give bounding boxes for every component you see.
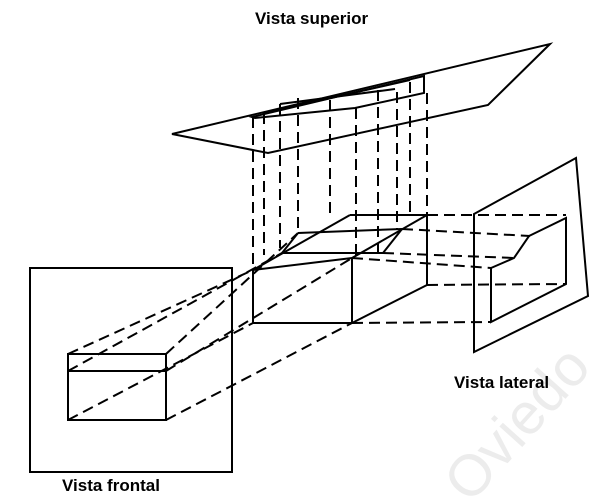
top-projection-plane (171, 42, 554, 155)
front-projection-plane (29, 267, 233, 473)
side-view-outline (490, 216, 567, 324)
projection-lines (67, 82, 567, 421)
label-vista-frontal: Vista frontal (62, 476, 160, 495)
side-projection-plane (473, 156, 590, 354)
watermark: Oviedo (431, 334, 600, 501)
label-vista-lateral: Vista lateral (454, 373, 549, 392)
label-vista-superior: Vista superior (255, 9, 368, 28)
front-view-outline (67, 353, 167, 421)
